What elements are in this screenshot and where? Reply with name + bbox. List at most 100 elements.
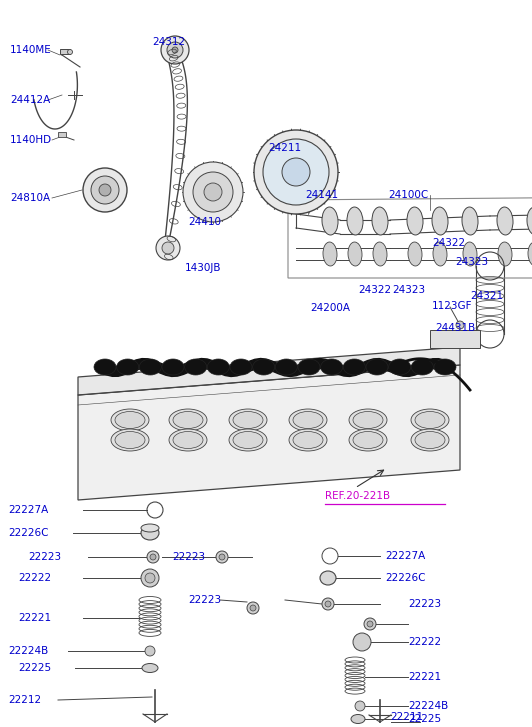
Ellipse shape (141, 524, 159, 532)
Text: 22223: 22223 (408, 599, 441, 609)
Ellipse shape (432, 207, 448, 235)
Circle shape (161, 36, 189, 64)
Circle shape (456, 321, 464, 329)
Text: 24431B: 24431B (435, 323, 475, 333)
Circle shape (367, 621, 373, 627)
Ellipse shape (411, 359, 434, 375)
Circle shape (254, 130, 338, 214)
Ellipse shape (322, 207, 338, 235)
Ellipse shape (343, 359, 365, 375)
Bar (60, 49, 70, 54)
Circle shape (193, 172, 233, 212)
Circle shape (150, 554, 156, 560)
Ellipse shape (185, 359, 206, 375)
Text: 22212: 22212 (8, 695, 41, 705)
Text: 22221: 22221 (408, 672, 441, 682)
Text: 24312: 24312 (152, 37, 185, 47)
Ellipse shape (141, 526, 159, 540)
Circle shape (204, 183, 222, 201)
Ellipse shape (528, 242, 532, 266)
Ellipse shape (139, 359, 161, 375)
Circle shape (68, 49, 72, 55)
Ellipse shape (169, 429, 207, 451)
Ellipse shape (229, 429, 267, 451)
Ellipse shape (276, 359, 297, 375)
Circle shape (162, 242, 174, 254)
Ellipse shape (434, 359, 456, 375)
Text: 22222: 22222 (408, 637, 441, 647)
Circle shape (250, 605, 256, 611)
Circle shape (355, 701, 365, 711)
Text: 24810A: 24810A (10, 193, 50, 203)
Text: 1140ME: 1140ME (10, 45, 52, 55)
Ellipse shape (233, 432, 263, 449)
Text: 22223: 22223 (172, 552, 205, 562)
Text: 24322: 24322 (358, 285, 391, 295)
Text: 22226C: 22226C (385, 573, 426, 583)
Text: 22225: 22225 (408, 714, 441, 724)
Ellipse shape (366, 359, 388, 375)
Text: 1123GF: 1123GF (432, 301, 472, 311)
Ellipse shape (233, 411, 263, 428)
Circle shape (263, 139, 329, 205)
Text: 22223: 22223 (188, 595, 221, 605)
Text: 24321: 24321 (470, 291, 503, 301)
Ellipse shape (173, 432, 203, 449)
Text: 22226C: 22226C (8, 528, 48, 538)
Ellipse shape (142, 664, 158, 672)
Ellipse shape (351, 715, 365, 723)
Circle shape (172, 47, 178, 53)
Ellipse shape (415, 432, 445, 449)
Text: 22222: 22222 (18, 573, 51, 583)
Ellipse shape (293, 411, 323, 428)
Circle shape (219, 554, 225, 560)
Ellipse shape (411, 409, 449, 431)
Circle shape (282, 158, 310, 186)
Ellipse shape (298, 359, 320, 375)
Circle shape (167, 42, 183, 58)
Ellipse shape (407, 207, 423, 235)
Circle shape (183, 162, 243, 222)
Ellipse shape (173, 411, 203, 428)
Ellipse shape (415, 411, 445, 428)
Ellipse shape (115, 432, 145, 449)
Circle shape (247, 602, 259, 614)
Text: 22221: 22221 (18, 613, 51, 623)
Bar (58, 132, 66, 137)
Circle shape (156, 236, 180, 260)
Ellipse shape (230, 359, 252, 375)
Ellipse shape (389, 359, 411, 375)
Text: 24322: 24322 (432, 238, 465, 248)
Ellipse shape (348, 242, 362, 266)
Text: 24141: 24141 (305, 190, 338, 200)
Ellipse shape (229, 409, 267, 431)
Ellipse shape (373, 242, 387, 266)
Ellipse shape (115, 411, 145, 428)
Text: 24410: 24410 (188, 217, 221, 227)
Circle shape (141, 569, 159, 587)
Ellipse shape (349, 429, 387, 451)
Ellipse shape (353, 411, 383, 428)
Ellipse shape (497, 207, 513, 235)
Text: 1140HD: 1140HD (10, 135, 52, 145)
Circle shape (147, 551, 159, 563)
Circle shape (216, 551, 228, 563)
Text: 24323: 24323 (392, 285, 425, 295)
Circle shape (325, 601, 331, 607)
Circle shape (91, 176, 119, 204)
Ellipse shape (207, 359, 229, 375)
Ellipse shape (408, 242, 422, 266)
Text: 22225: 22225 (18, 663, 51, 673)
Ellipse shape (320, 571, 336, 585)
Ellipse shape (372, 207, 388, 235)
Circle shape (145, 646, 155, 656)
Ellipse shape (462, 207, 478, 235)
Ellipse shape (117, 359, 139, 375)
Text: 24412A: 24412A (10, 95, 50, 105)
Text: 22227A: 22227A (8, 505, 48, 515)
Circle shape (145, 573, 155, 583)
Circle shape (99, 184, 111, 196)
Ellipse shape (353, 432, 383, 449)
Ellipse shape (411, 429, 449, 451)
Text: 1430JB: 1430JB (185, 263, 221, 273)
